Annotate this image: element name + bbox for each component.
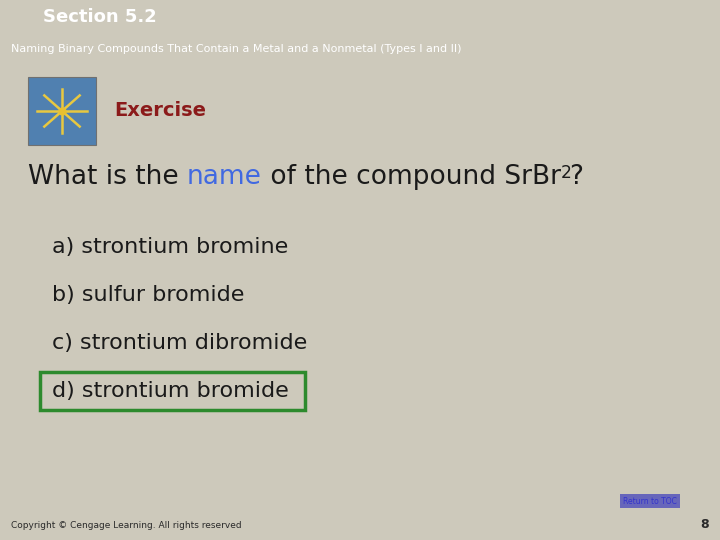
Text: Naming Binary Compounds That Contain a Metal and a Nonmetal (Types I and II): Naming Binary Compounds That Contain a M… [11,44,462,53]
Text: ?: ? [569,164,582,190]
Text: c) strontium dibromide: c) strontium dibromide [52,333,307,353]
Text: Copyright © Cengage Learning. All rights reserved: Copyright © Cengage Learning. All rights… [11,521,241,530]
Text: b) sulfur bromide: b) sulfur bromide [52,285,244,305]
Bar [28,77,96,145]
Text: d) strontium bromide: d) strontium bromide [52,381,289,401]
Text: 2: 2 [561,164,572,182]
Text: a) strontium bromine: a) strontium bromine [52,237,288,257]
Text: Return to TOC: Return to TOC [623,496,677,505]
Text: of the compound SrBr: of the compound SrBr [262,164,561,190]
Text: What is the: What is the [28,164,187,190]
Text: Section 5.2: Section 5.2 [43,9,157,26]
Text: Exercise: Exercise [114,102,206,120]
Text: name: name [187,164,262,190]
Text: 8: 8 [701,518,709,531]
